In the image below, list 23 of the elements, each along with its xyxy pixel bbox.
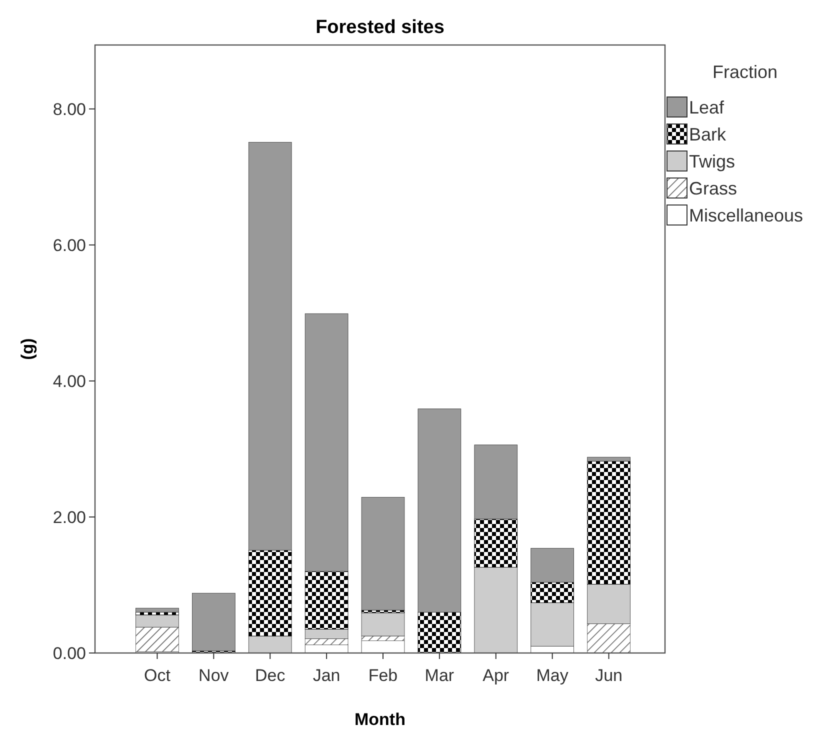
legend-label: Grass	[689, 178, 738, 198]
legend-label: Bark	[689, 124, 728, 144]
y-tick-label: 6.00	[52, 236, 86, 255]
x-tick-label: Apr	[482, 666, 510, 685]
y-tick-label: 8.00	[52, 100, 86, 119]
legend-title: Fraction	[712, 62, 778, 82]
x-tick-label: Feb	[368, 666, 398, 685]
chart-title: Forested sites	[316, 17, 444, 38]
x-tick-label: May	[536, 666, 569, 685]
x-tick-label: Nov	[198, 666, 230, 685]
legend-label: Leaf	[689, 97, 726, 118]
x-tick-label: Mar	[424, 666, 454, 685]
legend-label: Twigs	[689, 151, 736, 172]
y-tick-label: 4.00	[52, 372, 86, 391]
y-axis-title: (g)	[18, 338, 37, 360]
x-tick-label: Jan	[312, 666, 340, 685]
x-tick-label: Jun	[595, 666, 622, 685]
legend-label: Miscellaneous	[689, 205, 804, 226]
x-axis-title: Month	[354, 710, 406, 729]
y-tick-label: 2.00	[52, 508, 86, 527]
y-tick-label: 0.00	[52, 644, 86, 663]
x-tick-label: Dec	[254, 666, 286, 685]
x-tick-label: Oct	[144, 666, 171, 685]
